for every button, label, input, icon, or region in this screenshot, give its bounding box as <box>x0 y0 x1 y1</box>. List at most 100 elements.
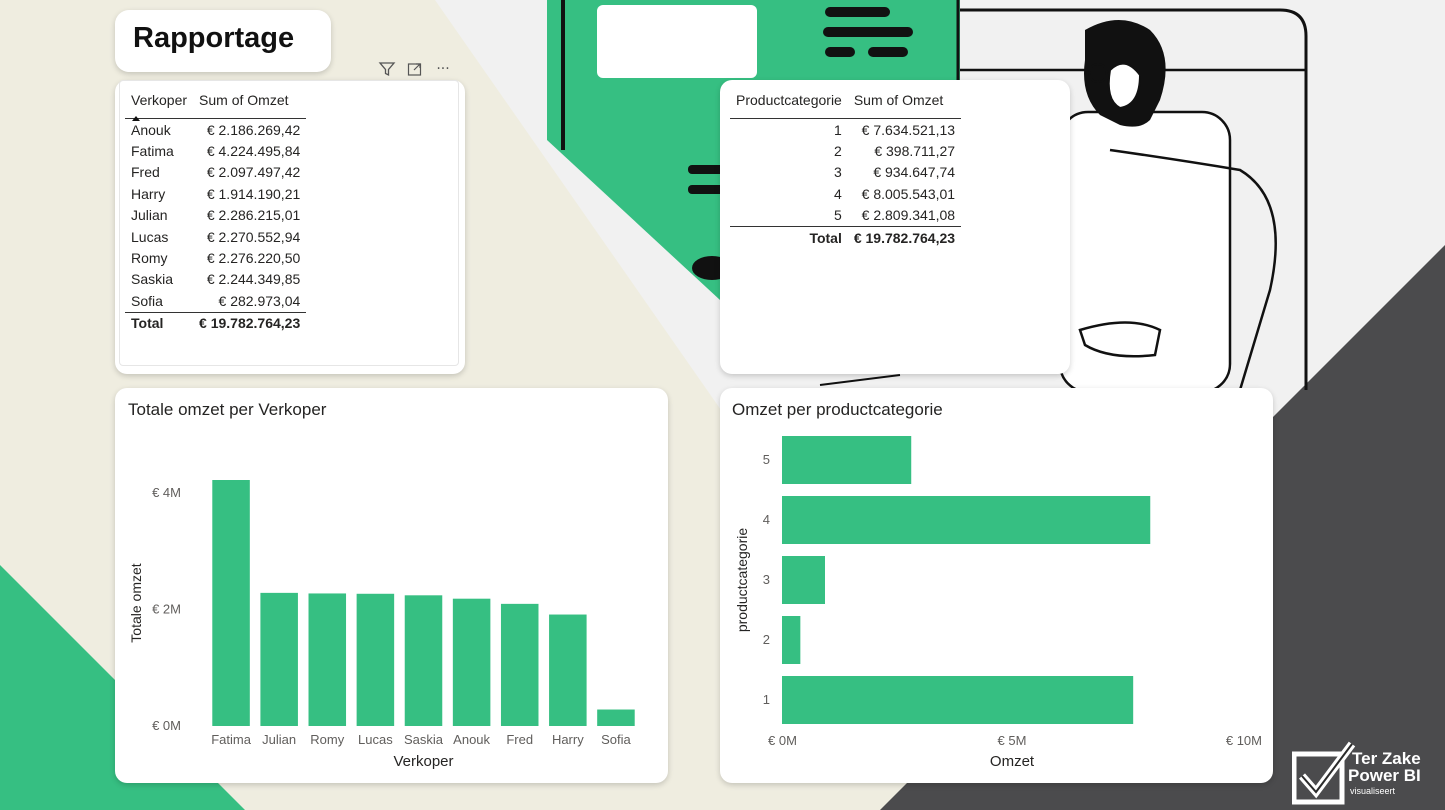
row-value: € 2.270.552,94 <box>206 228 301 245</box>
logo-line-1: Ter Zake <box>1352 749 1421 768</box>
x-tick-label: Julian <box>262 732 296 747</box>
filter-icon[interactable] <box>375 58 399 80</box>
row-label: Harry <box>131 185 166 202</box>
row-label: Lucas <box>131 228 169 245</box>
category-table-card: Productcategorie Sum of Omzet 1 € 7.634.5… <box>720 80 1070 374</box>
table-row[interactable]: 5 € 2.809.341,08 <box>730 205 961 227</box>
category-bar-chart-card: Omzet per productcategorie 5 4 3 2 1 € 0M € 5M… <box>720 388 1273 783</box>
bar-category-5[interactable] <box>782 436 912 484</box>
bar-category-1[interactable] <box>782 676 1134 724</box>
x-tick-label: Fatima <box>211 732 252 747</box>
row-label: 3 <box>834 164 842 181</box>
seller-bar-chart-card: Totale omzet per Verkoper € 0M € 2M € 4M Fa… <box>115 388 668 783</box>
row-label: Julian <box>131 207 168 224</box>
x-tick-label: € 10M <box>1226 733 1262 748</box>
y-axis-title: productcategorie <box>734 528 750 633</box>
title-card: Rapportage <box>115 10 331 72</box>
bar-fatima[interactable] <box>212 480 250 726</box>
row-value: € 2.244.349,85 <box>206 271 301 288</box>
row-value: € 2.186.269,42 <box>206 121 301 138</box>
total-row: Total € 19.782.764,23 <box>730 226 962 248</box>
bar-fred[interactable] <box>500 603 539 726</box>
column-header-verkoper[interactable]: Verkoper <box>125 92 193 121</box>
bar-category-2[interactable] <box>782 616 801 664</box>
total-value: € 19.782.764,23 <box>199 315 301 332</box>
chart-title: Totale omzet per Verkoper <box>128 400 327 419</box>
y-tick-label: € 4M <box>152 485 181 500</box>
bar-lucas[interactable] <box>356 593 395 726</box>
x-tick-label: Harry <box>552 732 584 747</box>
seller-table-card: Verkoper Sum of Omzet Anouk € 2.186.269,4… <box>115 80 465 374</box>
bar-harry[interactable] <box>549 614 587 726</box>
table-row[interactable]: Romy € 2.276.220,50 <box>125 247 306 268</box>
table-row[interactable]: Julian € 2.286.215,01 <box>125 205 306 226</box>
row-label: Fred <box>131 164 160 181</box>
table-row[interactable]: Fatima € 4.224.495,84 <box>125 140 306 161</box>
total-label: Total <box>809 229 842 246</box>
seller-table: Verkoper Sum of Omzet Anouk € 2.186.269,4… <box>125 92 307 334</box>
y-tick-label: 2 <box>763 632 770 647</box>
row-label: 5 <box>834 207 842 224</box>
visual-header-toolbar: ··· <box>375 58 455 80</box>
table-row[interactable]: Anouk € 2.186.269,42 <box>125 119 306 141</box>
x-tick-label: € 5M <box>998 733 1027 748</box>
focus-mode-icon[interactable] <box>403 58 427 80</box>
y-tick-label: 5 <box>763 452 770 467</box>
row-value: € 2.286.215,01 <box>206 207 301 224</box>
y-axis-title: Totale omzet <box>128 563 144 642</box>
table-row[interactable]: 4 € 8.005.543,01 <box>730 183 961 204</box>
bar-category-3[interactable] <box>782 556 825 604</box>
row-label: Romy <box>131 250 168 267</box>
table-frame <box>119 80 459 366</box>
y-tick-label: € 0M <box>152 718 181 733</box>
bar-anouk[interactable] <box>452 598 491 726</box>
table-row[interactable]: Saskia € 2.244.349,85 <box>125 269 306 290</box>
row-value: € 934.647,74 <box>873 164 956 181</box>
row-value: € 282.973,04 <box>218 292 301 309</box>
y-tick-label: 1 <box>763 692 770 707</box>
logo-line-3: visualiseert <box>1350 786 1396 796</box>
bar-category-4[interactable] <box>782 496 1151 544</box>
row-value: € 398.711,27 <box>874 143 956 160</box>
more-options-icon[interactable]: ··· <box>436 61 450 77</box>
table-row[interactable]: Lucas € 2.270.552,94 <box>125 226 306 247</box>
row-value: € 8.005.543,01 <box>861 185 956 202</box>
table-row[interactable]: 2 € 398.711,27 <box>730 140 961 161</box>
total-value: € 19.782.764,23 <box>853 229 956 246</box>
x-tick-label: € 0M <box>768 733 797 748</box>
x-tick-label: Saskia <box>404 732 444 747</box>
table-row[interactable]: Fred € 2.097.497,42 <box>125 162 306 183</box>
column-header-sum-omzet[interactable]: Sum of Omzet <box>199 92 289 108</box>
x-tick-label: Lucas <box>358 732 393 747</box>
checkmark-icon <box>1291 741 1356 805</box>
table-row[interactable]: 1 € 7.634.521,13 <box>730 119 961 141</box>
row-value: € 7.634.521,13 <box>861 121 956 138</box>
table-row[interactable]: Sofia € 282.973,04 <box>125 290 306 312</box>
bar-romy[interactable] <box>308 593 347 726</box>
table-row[interactable]: Harry € 1.914.190,21 <box>125 183 306 204</box>
table-header-row: Verkoper Sum of Omzet <box>125 92 307 121</box>
chart-title: Omzet per productcategorie <box>732 400 943 419</box>
row-value: € 2.276.220,50 <box>206 250 301 267</box>
x-tick-label: Sofia <box>601 732 631 747</box>
row-value: € 2.097.497,42 <box>206 164 301 181</box>
page-title: Rapportage <box>133 22 295 54</box>
total-row: Total € 19.782.764,23 <box>125 312 307 334</box>
row-label: Fatima <box>131 143 174 160</box>
table-row[interactable]: 3 € 934.647,74 <box>730 162 961 183</box>
x-axis-title: Verkoper <box>393 753 453 770</box>
total-label: Total <box>131 315 164 332</box>
row-value: € 1.914.190,21 <box>206 185 301 202</box>
bar-julian[interactable] <box>260 592 298 726</box>
table-header-row: Productcategorie Sum of Omzet <box>730 92 962 119</box>
row-label: 4 <box>834 185 842 202</box>
bar-sofia[interactable] <box>597 709 635 726</box>
x-tick-label: Fred <box>506 732 533 747</box>
logo-line-2: Power BI <box>1348 766 1421 785</box>
column-header-sum-omzet[interactable]: Sum of Omzet <box>853 92 944 108</box>
bar-saskia[interactable] <box>404 595 443 726</box>
column-header-productcategorie[interactable]: Productcategorie <box>736 92 842 108</box>
x-tick-label: Anouk <box>453 732 490 747</box>
row-label: 2 <box>834 143 842 160</box>
row-value: € 4.224.495,84 <box>206 143 301 160</box>
